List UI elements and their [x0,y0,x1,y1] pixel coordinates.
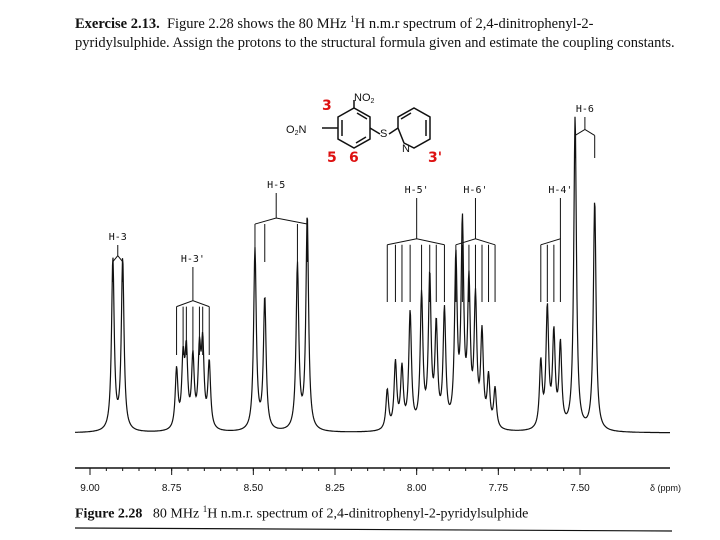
splitting-tree [574,117,596,158]
handwritten-label-3: 3 [322,98,332,114]
x-tick-label: 8.50 [244,483,264,494]
x-axis-unit-label: δ (ppm) [650,483,681,493]
x-tick-label: 9.00 [80,483,100,494]
multiplet-label: H-5 [267,180,285,191]
sulfur-label: S [380,128,387,140]
caption-superscript: 1 [202,504,208,514]
splitting-tree [254,193,308,262]
exercise-text-part2: H n.m.r spectrum of 2,4-dinitrophenyl-2-… [75,15,675,51]
x-tick-label: 8.75 [162,483,182,494]
benzene-ring [337,107,371,149]
multiplet-label: H-4' [548,185,572,196]
no2-top-label: NO2 [354,92,375,105]
pyridine-ring [397,107,431,149]
x-tick-label: 8.00 [407,483,427,494]
caption-rule [74,527,673,532]
exercise-superscript: 1 [350,14,355,24]
multiplet-label: H-6 [576,104,594,115]
exercise-text: Exercise 2.13. Figure 2.28 shows the 80 … [75,10,675,53]
multiplet-label: H-3' [181,254,205,265]
exercise-number: Exercise 2.13. [75,15,160,32]
splitting-tree [540,198,561,302]
thioether-bond-left [369,127,381,135]
handwritten-label-6: 6 [349,150,359,166]
multiplet-label: H-5' [405,185,429,196]
x-tick-label: 7.50 [570,483,590,494]
x-tick-label: 8.25 [325,483,345,494]
o2n-left-label: O2N [286,124,306,137]
caption-text-part1: 80 MHz [152,506,203,522]
multiplet-labels: H-3 H-3' H-5 H-5' H-6' H-4' H-6 [109,104,594,265]
splitting-tree [112,245,124,282]
ring-nitrogen-label: N [402,143,410,155]
x-axis-ticks [89,468,581,475]
multiplet-label: H-3 [109,232,127,243]
thioether-bond-right [388,127,399,135]
x-axis-tick-labels: 9.00 8.75 8.50 8.25 8.00 7.75 7.50 [80,483,590,494]
spectrum-trace [75,116,670,434]
caption-text-part2: H n.m.r. spectrum of 2,4-dinitrophenyl-2… [207,506,529,522]
handwritten-label-3prime: 3' [428,150,442,166]
splitting-tree [386,198,445,302]
x-tick-label: 7.75 [489,483,509,494]
exercise-text-part1: Figure 2.28 shows the 80 MHz [166,15,351,32]
handwritten-label-5: 5 [327,150,337,166]
multiplet-label: H-6' [463,185,487,196]
structural-formula [322,100,431,149]
splitting-tree [176,267,210,355]
figure-caption: Figure 2.28 80 MHz 1H n.m.r. spectrum of… [75,504,695,523]
caption-figure-number: Figure 2.28 [75,506,143,522]
